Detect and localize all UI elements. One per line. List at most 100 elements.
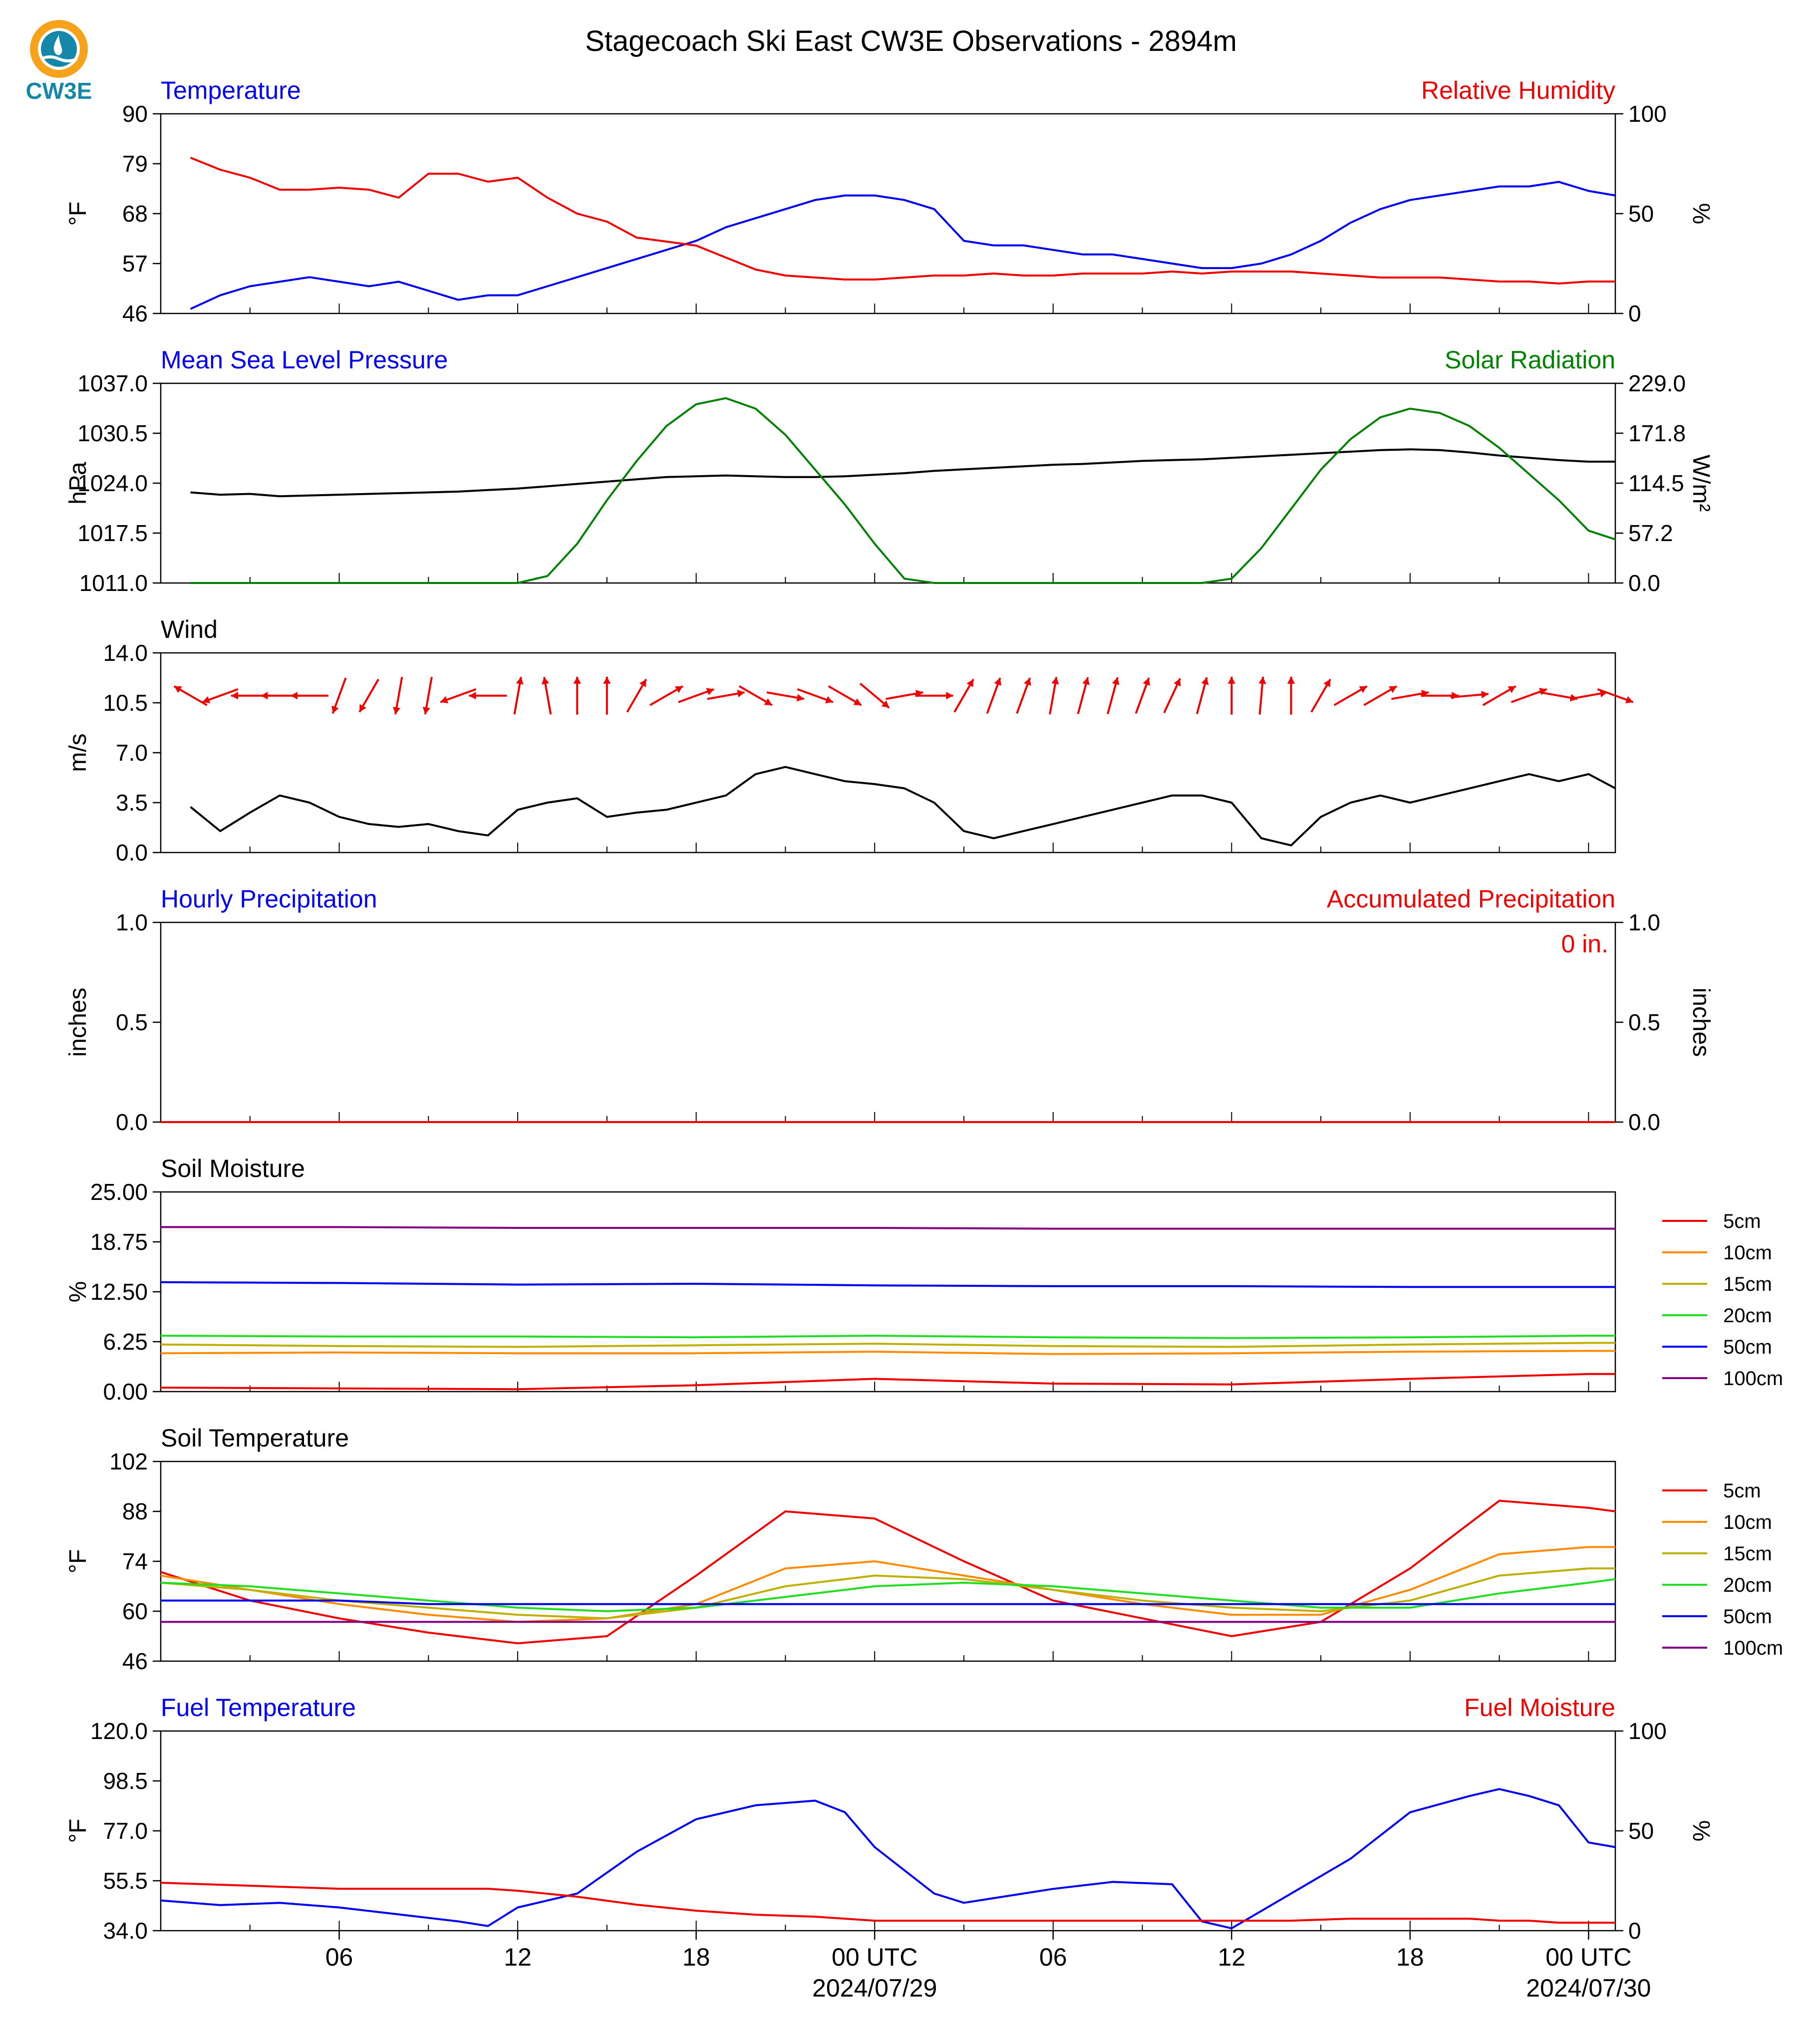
wind-direction-arrow-icon (678, 688, 715, 703)
panel-right-title: Solar Radiation (1445, 346, 1615, 374)
y-left-tick-label: 0.0 (116, 1109, 148, 1135)
wind-direction-arrow-icon (859, 682, 890, 709)
legend-label: 5cm (1723, 1210, 1761, 1232)
y-left-tick-label: 68 (122, 201, 148, 227)
wind-direction-arrow-icon (1482, 685, 1517, 706)
wind-direction-arrow-icon (358, 678, 379, 713)
wind-direction-arrow-icon (513, 676, 524, 715)
panel-right-title: Accumulated Precipitation (1327, 885, 1615, 913)
legends: 5cm10cm15cm20cm50cm100cm5cm10cm15cm20cm5… (1662, 1210, 1783, 1659)
y-right-tick-label: 57.2 (1628, 520, 1673, 546)
y-left-tick-label: 55.5 (103, 1868, 148, 1894)
legend-label: 5cm (1723, 1480, 1761, 1502)
wind-direction-arrow-icon (1107, 677, 1120, 714)
wind-direction-arrow-icon (828, 685, 862, 706)
y-left-tick-label: 1011.0 (79, 570, 148, 596)
plot-frame (160, 113, 1616, 314)
wind-direction-arrow-icon (331, 677, 347, 714)
wind-direction-arrow-icon (393, 676, 403, 715)
y-left-label: inches (65, 988, 91, 1057)
wind-direction-arrow-icon (422, 676, 433, 715)
y-right-tick-label: 229.0 (1628, 370, 1686, 396)
y-left-label: hPa (65, 462, 91, 505)
y-left-label: m/s (65, 733, 91, 772)
plot-frame (160, 921, 1616, 1123)
y-left-label: °F (65, 1819, 91, 1843)
y-left-tick-label: 1.0 (116, 909, 148, 935)
y-left-tick-label: 46 (122, 300, 148, 326)
y-left-tick-label: 74 (122, 1548, 148, 1574)
wind-direction-arrow-icon (1135, 677, 1150, 714)
series-10cm (160, 1350, 1615, 1355)
y-left-tick-label: 18.75 (90, 1229, 148, 1255)
x-tick-label: 00 UTC (1545, 1943, 1631, 1971)
panel-soil-moisture: Soil Moisture 0.00 6.25 12.50 18.75 25.00% (65, 1155, 1616, 1405)
wind-direction-arrow-icon (440, 688, 477, 704)
y-left-tick-label: 46 (122, 1648, 148, 1674)
wind-direction-arrow-icon (986, 677, 1001, 714)
wind-direction-arrow-icon (1597, 688, 1634, 704)
y-left-tick-label: 57 (122, 251, 148, 277)
series-5cm (160, 1499, 1616, 1645)
panel-left-title: Soil Temperature (161, 1424, 349, 1452)
x-axis: 06 12 18 00 UTC 2024/07/29 06 12 18 00 UTC 2024/0… (325, 1931, 1651, 2002)
series-20cm (160, 1335, 1615, 1339)
legend-label: 20cm (1723, 1574, 1772, 1596)
wind-direction-arrow-icon (649, 685, 683, 706)
y-right-tick-label: 114.5 (1628, 470, 1684, 496)
legend-label: 20cm (1723, 1305, 1772, 1327)
y-left-tick-label: 102 (109, 1449, 148, 1474)
y-left-tick-label: 1037.0 (77, 370, 148, 396)
panel-wind: Wind 0.0 3.5 7.0 10.5 14.0 m/s (65, 615, 1634, 866)
figure-title: Stagecoach Ski East CW3E Observations - … (585, 25, 1237, 57)
y-right-tick-label: 100 (1628, 1718, 1667, 1744)
legend-label: 15cm (1723, 1543, 1772, 1565)
wind-direction-arrow-icon (290, 692, 328, 700)
wind-direction-arrow-icon (1077, 677, 1090, 714)
panel-left-title: Hourly Precipitation (161, 885, 377, 913)
y-left-tick-label: 120.0 (90, 1718, 148, 1744)
y-left-tick-label: 7.0 (116, 740, 148, 766)
legend-label: 15cm (1723, 1273, 1772, 1295)
y-right-tick-label: 100 (1628, 101, 1667, 127)
legend-label: 100cm (1723, 1368, 1783, 1390)
wind-direction-arrow-icon (541, 676, 552, 715)
series-wind (190, 766, 1616, 847)
y-right-label: inches (1688, 988, 1714, 1057)
y-left-label: °F (65, 1549, 91, 1574)
wind-direction-arrow-icon (1287, 676, 1295, 715)
y-right-tick-label: 0.0 (1628, 1109, 1660, 1135)
legend-label: 50cm (1723, 1606, 1772, 1628)
y-left-tick-label: 34.0 (103, 1918, 148, 1944)
y-left-tick-label: 12.50 (90, 1279, 148, 1305)
wind-direction-arrow-icon (1310, 678, 1331, 713)
x-date-label: 2024/07/29 (812, 1974, 937, 2002)
y-left-tick-label: 25.00 (90, 1179, 148, 1205)
x-date-label: 2024/07/30 (1526, 1974, 1651, 2002)
wind-direction-arrow-icon (1163, 678, 1181, 713)
x-tick-label: 00 UTC (832, 1943, 917, 1971)
y-left-tick-label: 14.0 (103, 640, 148, 666)
wind-direction-arrow-icon (202, 688, 239, 704)
y-right-tick-label: 0.5 (1628, 1009, 1660, 1035)
y-left-tick-label: 77.0 (103, 1818, 148, 1844)
y-left-tick-label: 1017.5 (77, 520, 148, 546)
series-20cm (160, 1578, 1616, 1612)
series-15cm (160, 1342, 1615, 1348)
wind-direction-arrow-icon (1391, 689, 1429, 700)
series-5cm (160, 1373, 1615, 1391)
wind-direction-arrow-icon (1540, 691, 1578, 702)
panel-temp-rh: Temperature Relative Humidity 46 57 68 79 90 °F… (65, 76, 1714, 326)
wind-direction-arrow-icon (573, 676, 581, 715)
panel-left-title: Temperature (161, 76, 301, 104)
y-left-label: % (65, 1281, 91, 1303)
plot-frame (160, 1730, 1616, 1932)
y-right-tick-label: 0.0 (1628, 570, 1660, 596)
panel-right-title: Relative Humidity (1421, 76, 1615, 104)
y-right-label: W/m² (1688, 455, 1714, 512)
panel-left-title: Fuel Temperature (161, 1694, 356, 1722)
panel-left-title: Soil Moisture (161, 1155, 305, 1182)
y-left-tick-label: 90 (122, 101, 148, 127)
panel-right-title: Fuel Moisture (1464, 1694, 1615, 1722)
